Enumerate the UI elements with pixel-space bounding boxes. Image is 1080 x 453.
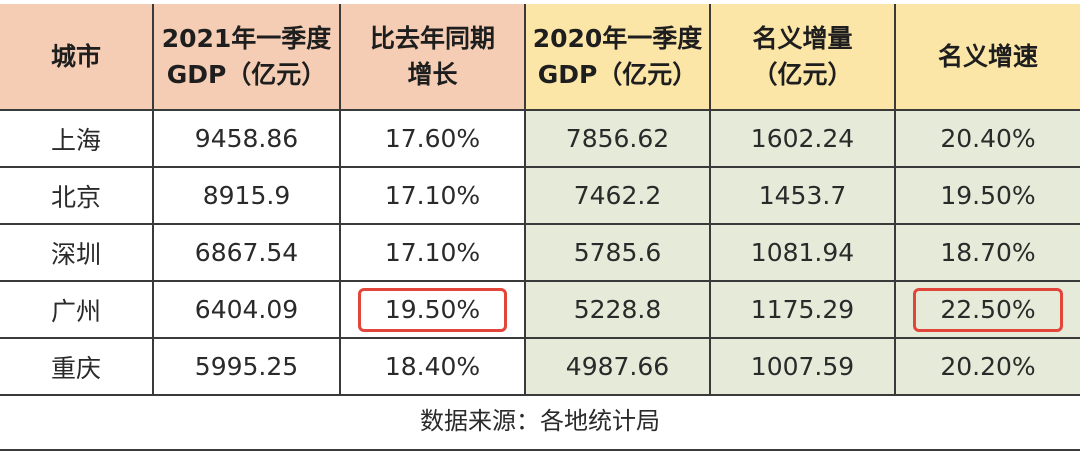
data-source-note: 数据来源：各地统计局 [0, 397, 1080, 451]
header-nominal-growth: 名义增速 [894, 4, 1080, 111]
cell-nominal-increase: 1175.29 [709, 280, 896, 339]
table-row: 上海 9458.86 17.60% 7856.62 1602.24 20.40% [0, 109, 1080, 168]
gdp-comparison-table: 城市 2021年一季度 GDP（亿元） 比去年同期 增长 2020年一季度 GD… [0, 4, 1080, 396]
cell-gdp-2021q1: 5995.25 [152, 337, 341, 396]
cell-city: 广州 [0, 280, 154, 339]
header-yoy-growth: 比去年同期 增长 [339, 4, 526, 111]
cell-city: 重庆 [0, 337, 154, 396]
cell-nominal-growth: 19.50% [894, 166, 1080, 225]
cell-nominal-increase: 1453.7 [709, 166, 896, 225]
header-row: 城市 2021年一季度 GDP（亿元） 比去年同期 增长 2020年一季度 GD… [0, 4, 1080, 111]
cell-city: 北京 [0, 166, 154, 225]
source-label: 数据来源： [420, 407, 540, 435]
highlight-box-nominal-growth: 22.50% [913, 287, 1063, 332]
cell-nominal-increase: 1602.24 [709, 109, 896, 168]
cell-gdp-2021q1: 6404.09 [152, 280, 341, 339]
cell-city: 上海 [0, 109, 154, 168]
header-nominal-increase: 名义增量 （亿元） [709, 4, 896, 111]
cell-yoy-growth: 17.10% [339, 223, 526, 282]
cell-yoy-growth: 19.50% [339, 280, 526, 339]
cell-yoy-growth: 18.40% [339, 337, 526, 396]
cell-gdp-2020q1: 5785.6 [524, 223, 711, 282]
source-value: 各地统计局 [540, 407, 660, 435]
cell-gdp-2020q1: 7462.2 [524, 166, 711, 225]
cell-nominal-growth: 22.50% [894, 280, 1080, 339]
table-row: 重庆 5995.25 18.40% 4987.66 1007.59 20.20% [0, 337, 1080, 396]
cell-gdp-2021q1: 6867.54 [152, 223, 341, 282]
cell-yoy-growth: 17.10% [339, 166, 526, 225]
header-city: 城市 [0, 4, 154, 111]
cell-gdp-2020q1: 4987.66 [524, 337, 711, 396]
table-row: 广州 6404.09 19.50% 5228.8 1175.29 22.50% [0, 280, 1080, 339]
table-row: 深圳 6867.54 17.10% 5785.6 1081.94 18.70% [0, 223, 1080, 282]
cell-nominal-increase: 1081.94 [709, 223, 896, 282]
header-gdp-2020q1: 2020年一季度 GDP（亿元） [524, 4, 711, 111]
table-row: 北京 8915.9 17.10% 7462.2 1453.7 19.50% [0, 166, 1080, 225]
cell-gdp-2021q1: 9458.86 [152, 109, 341, 168]
cell-city: 深圳 [0, 223, 154, 282]
cell-gdp-2021q1: 8915.9 [152, 166, 341, 225]
highlight-box-yoy-growth: 19.50% [357, 287, 508, 332]
cell-yoy-growth: 17.60% [339, 109, 526, 168]
cell-nominal-growth: 20.20% [894, 337, 1080, 396]
cell-nominal-growth: 18.70% [894, 223, 1080, 282]
cell-nominal-growth: 20.40% [894, 109, 1080, 168]
cell-gdp-2020q1: 7856.62 [524, 109, 711, 168]
cell-gdp-2020q1: 5228.8 [524, 280, 711, 339]
header-gdp-2021q1: 2021年一季度 GDP（亿元） [152, 4, 341, 111]
cell-nominal-increase: 1007.59 [709, 337, 896, 396]
